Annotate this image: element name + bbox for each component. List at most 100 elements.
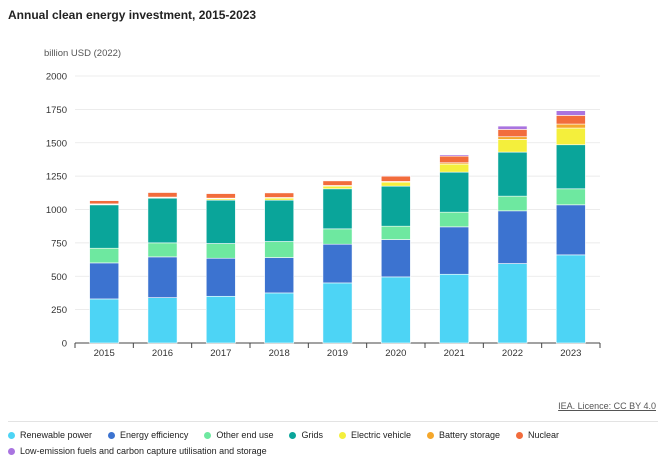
bar-segment [206, 200, 235, 243]
bar-segment [440, 155, 469, 156]
bar-segment [90, 299, 119, 343]
bar-segment [556, 128, 585, 145]
bar-segment [148, 192, 177, 197]
legend-swatch [204, 432, 211, 439]
bar-segment [323, 229, 352, 244]
bar-segment [265, 198, 294, 200]
x-tick-label: 2015 [94, 348, 115, 359]
bar-segment [323, 244, 352, 283]
legend-item[interactable]: Grids [289, 430, 323, 440]
legend-swatch [339, 432, 346, 439]
bar-segment [498, 264, 527, 343]
bar-segment [556, 111, 585, 116]
bar-segment [148, 257, 177, 298]
legend-label: Grids [301, 430, 323, 440]
bar-segment [440, 274, 469, 343]
bar-segment [381, 240, 410, 277]
legend-label: Low-emission fuels and carbon capture ut… [20, 446, 267, 456]
legend-label: Energy efficiency [120, 430, 188, 440]
legend-item[interactable]: Electric vehicle [339, 430, 411, 440]
y-tick-label: 0 [62, 339, 67, 350]
bar-segment [381, 186, 410, 226]
bar-segment [556, 189, 585, 205]
bar-segment [206, 193, 235, 198]
bar-segment [323, 189, 352, 229]
bar-segment [440, 227, 469, 274]
x-tick-label: 2023 [560, 348, 581, 359]
bar-segment [556, 205, 585, 255]
bar-segment [323, 283, 352, 343]
legend-label: Nuclear [528, 430, 559, 440]
bar-segment [381, 182, 410, 186]
bar-segment [323, 186, 352, 189]
x-tick-label: 2021 [444, 348, 465, 359]
legend-swatch [108, 432, 115, 439]
legend-label: Battery storage [439, 430, 500, 440]
x-tick-label: 2018 [269, 348, 290, 359]
bar-segment [265, 293, 294, 343]
y-axis-unit-label: billion USD (2022) [44, 48, 121, 59]
bar-segment [323, 181, 352, 186]
y-tick-label: 1500 [46, 138, 67, 149]
legend-swatch [516, 432, 523, 439]
y-tick-label: 1250 [46, 172, 67, 183]
y-tick-label: 1000 [46, 205, 67, 216]
bar-segment [381, 175, 410, 176]
bar-segment [148, 198, 177, 243]
legend: Renewable power Energy efficiency Other en… [8, 430, 658, 462]
bar-segment [265, 200, 294, 241]
bar-segment [556, 145, 585, 189]
bar-segment [498, 196, 527, 211]
bar-segment [498, 211, 527, 264]
bar-segment [498, 137, 527, 140]
bar-segment [556, 124, 585, 128]
x-tick-label: 2020 [385, 348, 406, 359]
bar-segment [498, 129, 527, 136]
bar-segment [381, 277, 410, 343]
legend-item[interactable]: Low-emission fuels and carbon capture ut… [8, 446, 267, 456]
bar-segment [265, 193, 294, 198]
bar-segment [265, 242, 294, 258]
bar-segment [206, 258, 235, 296]
bar-segment [440, 172, 469, 212]
bar-stacks [90, 111, 586, 343]
legend-swatch [289, 432, 296, 439]
bar-segment [381, 176, 410, 181]
y-tick-label: 750 [51, 238, 67, 249]
x-tick-label: 2016 [152, 348, 173, 359]
source-link[interactable]: IEA. Licence: CC BY 4.0 [558, 401, 656, 411]
legend-item[interactable]: Other end use [204, 430, 273, 440]
bar-segment [90, 248, 119, 263]
y-tick-label: 1750 [46, 105, 67, 116]
bar-segment [498, 139, 527, 152]
legend-label: Electric vehicle [351, 430, 411, 440]
bar-segment [206, 244, 235, 259]
bar-segment [206, 296, 235, 343]
bar-segment [265, 258, 294, 293]
bar-segment [498, 126, 527, 129]
legend-divider [8, 421, 658, 422]
legend-item[interactable]: Battery storage [427, 430, 500, 440]
legend-item[interactable]: Renewable power [8, 430, 92, 440]
legend-label: Other end use [216, 430, 273, 440]
bar-segment [148, 243, 177, 257]
y-tick-label: 500 [51, 272, 67, 283]
bar-segment [90, 263, 119, 299]
bar-segment [440, 156, 469, 163]
y-tick-label: 250 [51, 305, 67, 316]
legend-item[interactable]: Energy efficiency [108, 430, 188, 440]
bar-segment [440, 164, 469, 172]
legend-swatch [427, 432, 434, 439]
bar-segment [556, 115, 585, 124]
bar-segment [148, 298, 177, 343]
bar-segment [381, 226, 410, 239]
bar-segment [498, 152, 527, 196]
legend-swatch [8, 432, 15, 439]
legend-swatch [8, 448, 15, 455]
bar-segment [440, 212, 469, 227]
legend-item[interactable]: Nuclear [516, 430, 559, 440]
x-tick-label: 2017 [210, 348, 231, 359]
bar-segment [90, 205, 119, 248]
x-tick-label: 2019 [327, 348, 348, 359]
